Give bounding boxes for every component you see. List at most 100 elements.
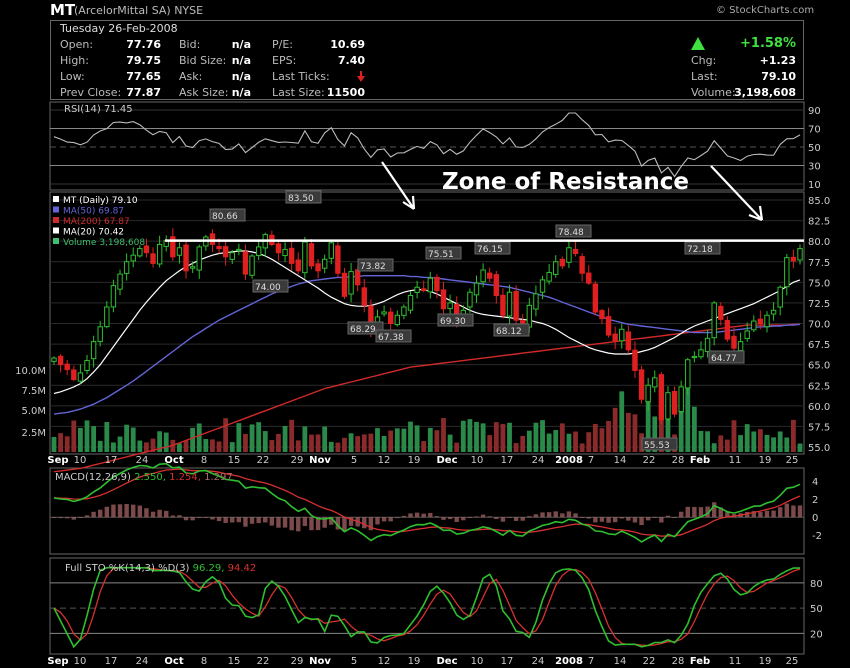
volume-bar [533, 422, 539, 452]
volume-bar [427, 427, 433, 452]
price-legend-entry: Volume 3,198,608 [63, 238, 145, 248]
x-axis-label: 24 [136, 455, 149, 466]
price-tick-label: 65.0 [808, 361, 830, 372]
macd-histogram-bar [137, 505, 143, 518]
macd-histogram-bar [599, 517, 605, 522]
candle-body [546, 271, 552, 282]
price-tick-label: 85.0 [808, 196, 830, 207]
candle-body [493, 274, 500, 297]
moving-averages [53, 250, 801, 473]
macd-histogram-bar [652, 517, 657, 518]
volume-bar [797, 443, 803, 452]
ask-size-label: Ask Size: [179, 86, 229, 99]
price-callout-box [555, 224, 592, 238]
candle-body [797, 248, 803, 261]
x-axis-label: 22 [643, 455, 656, 466]
candle-body [414, 286, 420, 293]
macd-histogram-bar [474, 516, 479, 518]
macd-histogram-bar [276, 517, 281, 528]
candle-body [420, 288, 427, 292]
x-axis-label: 17 [501, 656, 514, 667]
candle-body [500, 294, 506, 316]
macd-histogram-bar [65, 517, 70, 519]
price-callout-box [209, 208, 246, 222]
price-callout-label: 78.48 [558, 228, 584, 238]
macd-histogram-bar [454, 517, 459, 522]
candle-body [777, 286, 783, 308]
macd-histogram-bar [190, 517, 195, 521]
volume-bar [771, 437, 776, 452]
macd-histogram-bar [322, 517, 327, 528]
volume-bar [348, 433, 354, 452]
volume-bar [731, 420, 737, 452]
macd-histogram-bar [758, 512, 763, 518]
macd-histogram-bar [84, 515, 90, 518]
candle-body [401, 306, 407, 316]
rsi-tick-label: 50 [808, 143, 821, 154]
volume-bar [104, 422, 110, 452]
open-value: 77.76 [126, 38, 161, 51]
volume-bar [282, 425, 288, 452]
macd-histogram-bar [335, 517, 341, 530]
volume-bar [790, 419, 796, 452]
x-axis-label: 17 [105, 656, 118, 667]
candle-body [718, 305, 724, 320]
volume-bar [355, 436, 361, 452]
macd-histogram-bar [784, 503, 789, 518]
candle-body [143, 245, 150, 254]
candle-body [361, 287, 367, 306]
volume-bar [553, 430, 559, 452]
candle-body [553, 261, 559, 275]
volume-bars [51, 387, 803, 452]
sto-k-line [53, 566, 800, 649]
price-callout-label: 68.29 [350, 325, 376, 335]
x-axis-label: 11 [729, 455, 742, 466]
bid-value: n/a [231, 38, 251, 51]
macd-histogram-bar [296, 517, 301, 532]
eps-label: EPS: [272, 54, 297, 67]
x-axis-label: 19 [759, 455, 772, 466]
candle-body [572, 248, 579, 255]
macd-histogram-bar [606, 517, 611, 523]
candle-body [387, 311, 394, 324]
candle-body [737, 341, 744, 351]
candle-body [130, 254, 136, 262]
x-axis-label: 8 [201, 656, 207, 667]
macd-histogram-bar [593, 517, 598, 523]
candle-body [665, 392, 671, 420]
volume-bar [441, 418, 446, 452]
macd-histogram-bar [698, 507, 704, 518]
candle-body [90, 341, 97, 360]
x-axis-label: 19 [759, 656, 772, 667]
price-callout-label: 69.30 [440, 317, 466, 327]
macd-histogram-bar [329, 517, 334, 525]
x-axis-label: 29 [291, 656, 304, 667]
macd-tick-label: 2 [812, 495, 818, 506]
x-axis-label: Sep [47, 656, 68, 667]
volume-bar [408, 421, 413, 452]
volume-bar [507, 422, 512, 452]
candle-body [222, 246, 229, 258]
volume-bar [678, 391, 684, 452]
quote-date: Tuesday 26-Feb-2008 [60, 22, 178, 35]
macd-histogram-bar [678, 511, 684, 518]
x-axis-label: 24 [532, 455, 545, 466]
resistance-annotation: Zone of Resistance [165, 161, 804, 242]
volume-bar [467, 419, 473, 452]
annotation-text: Zone of Resistance [442, 169, 689, 195]
candle-body [354, 269, 361, 286]
candle-body [427, 277, 434, 293]
volume-bar [361, 434, 367, 452]
volume-bar [388, 430, 394, 452]
macd-legend-part: MACD(12,26,9) [55, 472, 134, 483]
price-callout-box [425, 246, 462, 260]
macd-histogram-bar [124, 503, 129, 518]
price-callout-box [437, 313, 474, 327]
bid-size-label: Bid Size: [179, 54, 227, 67]
candle-body [236, 248, 242, 252]
x-axis-label: 24 [136, 656, 149, 667]
macd-histogram-bar [131, 504, 136, 518]
price-tick-label: 57.5 [808, 422, 830, 433]
volume-bar [718, 435, 724, 452]
